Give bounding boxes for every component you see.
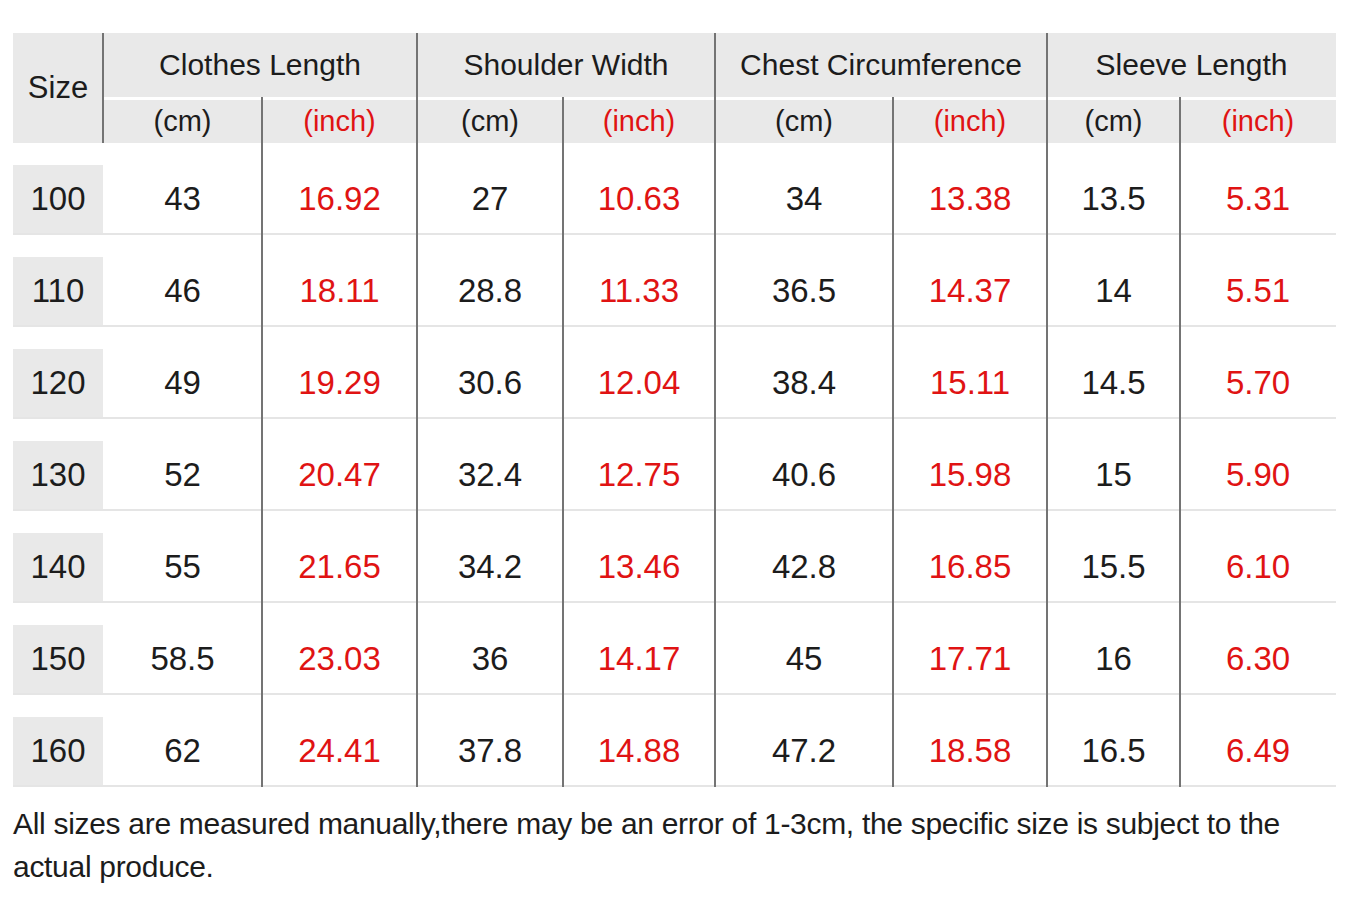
value-cell: 30.6 (417, 349, 563, 417)
value-cell: 62 (103, 717, 262, 785)
size-cell: 150 (13, 625, 103, 693)
value-cell: 15.5 (1047, 533, 1180, 601)
header-unit-row: (cm) (inch) (cm) (inch) (cm) (inch) (cm)… (103, 100, 1336, 143)
grid-vline (562, 97, 564, 787)
grid-vline (714, 33, 716, 787)
value-cell: 6.30 (1180, 625, 1336, 693)
header-group-row: Clothes Length Shoulder Width Chest Circ… (103, 33, 1336, 97)
subheader-clothes-length-inch: (inch) (262, 100, 417, 143)
value-cell: 15.98 (893, 441, 1047, 509)
value-cell: 34 (715, 165, 893, 233)
value-cell: 34.2 (417, 533, 563, 601)
size-cell: 100 (13, 165, 103, 233)
value-cell: 23.03 (262, 625, 417, 693)
value-cell: 19.29 (262, 349, 417, 417)
header-shoulder-width: Shoulder Width (417, 33, 715, 97)
table-row: 140 55 21.65 34.2 13.46 42.8 16.85 15.5 … (13, 511, 1336, 603)
table-row: 150 58.5 23.03 36 14.17 45 17.71 16 6.30 (13, 603, 1336, 695)
value-cell: 24.41 (262, 717, 417, 785)
value-cell: 40.6 (715, 441, 893, 509)
value-cell: 12.75 (563, 441, 715, 509)
value-cell: 47.2 (715, 717, 893, 785)
value-cell: 49 (103, 349, 262, 417)
value-cell: 43 (103, 165, 262, 233)
value-cell: 46 (103, 257, 262, 325)
subheader-shoulder-width-inch: (inch) (563, 100, 715, 143)
value-cell: 14.37 (893, 257, 1047, 325)
value-cell: 14.5 (1047, 349, 1180, 417)
grid-vline (892, 97, 894, 787)
header-chest-circumference: Chest Circumference (715, 33, 1047, 97)
value-cell: 37.8 (417, 717, 563, 785)
table-header: Size Clothes Length Shoulder Width Chest… (13, 33, 1336, 143)
value-cell: 18.58 (893, 717, 1047, 785)
value-cell: 42.8 (715, 533, 893, 601)
header-sleeve-length: Sleeve Length (1047, 33, 1336, 97)
subheader-clothes-length-cm: (cm) (103, 100, 262, 143)
grid-vline (102, 33, 104, 143)
table-row: 110 46 18.11 28.8 11.33 36.5 14.37 14 5.… (13, 235, 1336, 327)
value-cell: 13.46 (563, 533, 715, 601)
table-row: 120 49 19.29 30.6 12.04 38.4 15.11 14.5 … (13, 327, 1336, 419)
value-cell: 14.88 (563, 717, 715, 785)
grid-vline (1179, 97, 1181, 787)
value-cell: 18.11 (262, 257, 417, 325)
header-size: Size (13, 33, 103, 143)
subheader-chest-circumference-cm: (cm) (715, 100, 893, 143)
grid-vline (1046, 33, 1048, 787)
header-clothes-length: Clothes Length (103, 33, 417, 97)
value-cell: 6.10 (1180, 533, 1336, 601)
value-cell: 12.04 (563, 349, 715, 417)
value-cell: 5.90 (1180, 441, 1336, 509)
measurement-disclaimer: All sizes are measured manually,there ma… (13, 802, 1347, 888)
subheader-shoulder-width-cm: (cm) (417, 100, 563, 143)
value-cell: 38.4 (715, 349, 893, 417)
value-cell: 16.85 (893, 533, 1047, 601)
size-chart-table: Size Clothes Length Shoulder Width Chest… (13, 33, 1336, 787)
value-cell: 55 (103, 533, 262, 601)
table-row: 100 43 16.92 27 10.63 34 13.38 13.5 5.31 (13, 143, 1336, 235)
value-cell: 14.17 (563, 625, 715, 693)
size-cell: 120 (13, 349, 103, 417)
value-cell: 16.5 (1047, 717, 1180, 785)
size-cell: 140 (13, 533, 103, 601)
value-cell: 10.63 (563, 165, 715, 233)
value-cell: 13.38 (893, 165, 1047, 233)
grid-vline (416, 33, 418, 787)
value-cell: 27 (417, 165, 563, 233)
size-cell: 110 (13, 257, 103, 325)
table-row: 160 62 24.41 37.8 14.88 47.2 18.58 16.5 … (13, 695, 1336, 787)
value-cell: 16.92 (262, 165, 417, 233)
value-cell: 28.8 (417, 257, 563, 325)
subheader-sleeve-length-cm: (cm) (1047, 100, 1180, 143)
value-cell: 17.71 (893, 625, 1047, 693)
value-cell: 5.70 (1180, 349, 1336, 417)
value-cell: 14 (1047, 257, 1180, 325)
value-cell: 15.11 (893, 349, 1047, 417)
value-cell: 52 (103, 441, 262, 509)
value-cell: 36.5 (715, 257, 893, 325)
value-cell: 15 (1047, 441, 1180, 509)
value-cell: 20.47 (262, 441, 417, 509)
subheader-sleeve-length-inch: (inch) (1180, 100, 1336, 143)
value-cell: 5.31 (1180, 165, 1336, 233)
value-cell: 45 (715, 625, 893, 693)
size-cell: 130 (13, 441, 103, 509)
grid-vline (261, 97, 263, 787)
value-cell: 16 (1047, 625, 1180, 693)
value-cell: 6.49 (1180, 717, 1336, 785)
value-cell: 36 (417, 625, 563, 693)
subheader-chest-circumference-inch: (inch) (893, 100, 1047, 143)
value-cell: 32.4 (417, 441, 563, 509)
value-cell: 58.5 (103, 625, 262, 693)
value-cell: 13.5 (1047, 165, 1180, 233)
value-cell: 5.51 (1180, 257, 1336, 325)
value-cell: 11.33 (563, 257, 715, 325)
size-cell: 160 (13, 717, 103, 785)
table-row: 130 52 20.47 32.4 12.75 40.6 15.98 15 5.… (13, 419, 1336, 511)
value-cell: 21.65 (262, 533, 417, 601)
